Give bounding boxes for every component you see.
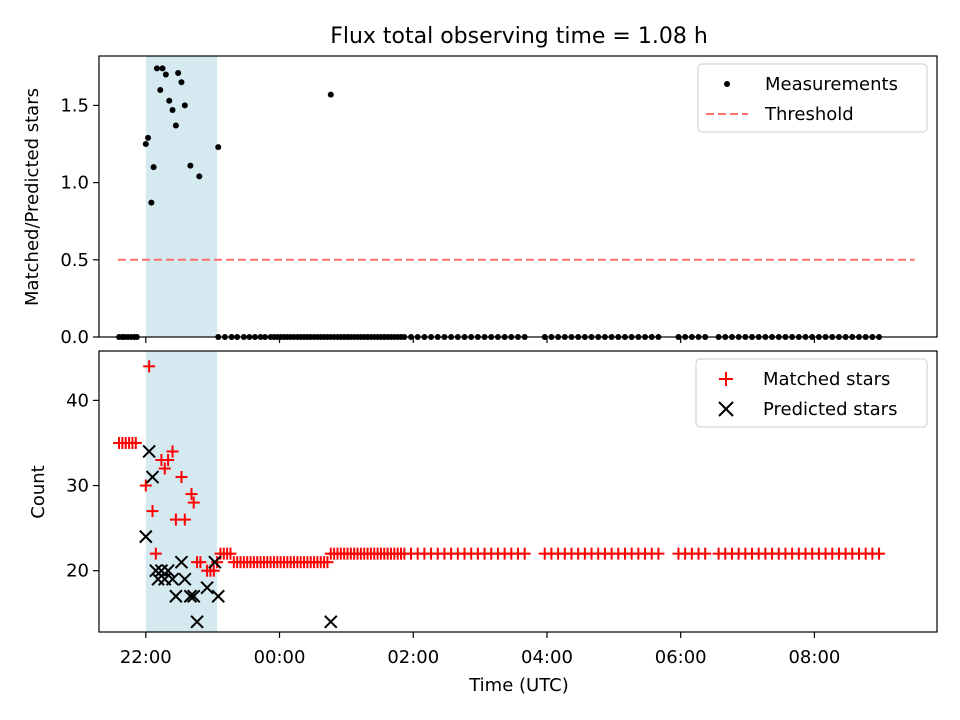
x-tick-label: 02:00 bbox=[387, 647, 439, 668]
predicted-star-point bbox=[190, 615, 204, 629]
matched-star-point bbox=[178, 513, 191, 526]
bottom-marks bbox=[113, 360, 886, 629]
measurement-point bbox=[327, 91, 334, 98]
matched-star-point bbox=[518, 547, 531, 560]
predicted-star-point bbox=[211, 589, 225, 603]
measurement-point bbox=[196, 173, 203, 180]
matched-star-point bbox=[149, 547, 162, 560]
y-tick-label: 20 bbox=[66, 561, 89, 582]
measurement-point bbox=[150, 164, 157, 171]
y-tick-label: 30 bbox=[66, 476, 89, 497]
measurement-point bbox=[178, 79, 185, 86]
x-tick-label: 04:00 bbox=[521, 647, 573, 668]
top-y-ticks: 0.0 0.5 1.0 1.5 bbox=[60, 95, 99, 348]
top-x-ticks bbox=[145, 337, 816, 343]
predicted-star-point bbox=[174, 555, 189, 569]
bottom-legend-box bbox=[695, 358, 928, 428]
y-tick-label: 0.5 bbox=[60, 250, 89, 271]
bottom-y-ticks: 20 30 40 bbox=[66, 390, 99, 582]
matched-star-point bbox=[129, 436, 142, 449]
measurement-point bbox=[175, 69, 182, 76]
top-panel: 0.0 0.5 1.0 1.5 Matched/Predicted stars Mea… bbox=[22, 55, 938, 348]
measurement-point bbox=[162, 71, 169, 78]
matched-star-point bbox=[321, 556, 334, 569]
bottom-y-axis-label: Count bbox=[28, 465, 49, 518]
matched-star-point bbox=[139, 479, 152, 492]
legend-predicted-marker bbox=[718, 401, 734, 417]
legend-predicted-label: Predicted stars bbox=[763, 399, 897, 420]
bottom-x-ticks: 22:00 00:00 02:00 04:00 06:00 08:00 bbox=[120, 632, 840, 668]
top-y-axis-label: Matched/Predicted stars bbox=[22, 88, 43, 306]
matched-star-point bbox=[175, 471, 188, 484]
measurement-point bbox=[145, 134, 152, 141]
legend-matched-label: Matched stars bbox=[763, 369, 890, 390]
matched-star-point bbox=[652, 547, 665, 560]
x-tick-label: 22:00 bbox=[120, 647, 172, 668]
bottom-panel: 20 30 40 22:00 00:00 02:00 04:00 06:00 08:00 Co… bbox=[28, 350, 938, 696]
predicted-star-point bbox=[161, 563, 175, 578]
matched-star-point bbox=[873, 547, 886, 560]
measurement-point bbox=[166, 97, 173, 104]
legend-measurements-label: Measurements bbox=[765, 74, 898, 95]
measurement-point bbox=[153, 65, 160, 72]
predicted-star-point bbox=[139, 529, 153, 544]
predicted-star-point bbox=[183, 589, 198, 603]
matched-star-point bbox=[158, 462, 171, 475]
predicted-star-point bbox=[145, 470, 160, 484]
predicted-star-point bbox=[178, 572, 192, 586]
measurement-point bbox=[159, 65, 166, 72]
legend-matched-marker bbox=[719, 372, 733, 386]
measurement-point bbox=[215, 144, 222, 151]
top-legend: Measurements Threshold bbox=[697, 63, 928, 133]
top-legend-box bbox=[697, 63, 928, 133]
legend-measurements-marker bbox=[724, 81, 730, 87]
measurement-point bbox=[181, 102, 188, 109]
measurement-point bbox=[187, 162, 194, 169]
measurement-point bbox=[142, 141, 149, 148]
matched-star-point bbox=[185, 488, 198, 501]
x-tick-label: 08:00 bbox=[788, 647, 840, 668]
matched-star-point bbox=[143, 360, 156, 373]
matched-star-point bbox=[146, 505, 159, 518]
predicted-star-point bbox=[324, 615, 338, 629]
legend-threshold-label: Threshold bbox=[764, 104, 854, 125]
x-tick-label: 06:00 bbox=[655, 647, 707, 668]
predicted-star-point bbox=[208, 555, 222, 569]
matched-star-point bbox=[162, 453, 175, 466]
measurement-point bbox=[148, 199, 155, 206]
matched-star-point bbox=[211, 556, 224, 569]
highlight-span-top bbox=[145, 56, 218, 337]
matched-star-point bbox=[194, 556, 207, 569]
predicted-star-point bbox=[142, 444, 156, 459]
predicted-star-point bbox=[169, 589, 183, 603]
predicted-star-point bbox=[187, 589, 201, 603]
predicted-star-point bbox=[165, 572, 180, 586]
measurement-point bbox=[169, 107, 176, 114]
y-tick-label: 1.5 bbox=[60, 95, 89, 116]
y-tick-label: 1.0 bbox=[60, 173, 89, 194]
measurement-point bbox=[157, 86, 164, 93]
predicted-star-point bbox=[200, 581, 214, 595]
matched-star-point bbox=[207, 564, 220, 577]
matched-star-point bbox=[224, 547, 237, 560]
matched-star-point bbox=[166, 445, 179, 458]
y-tick-label: 0.0 bbox=[60, 327, 89, 348]
x-axis-label: Time (UTC) bbox=[468, 675, 569, 696]
chart-title: Flux total observing time = 1.08 h bbox=[330, 24, 708, 49]
matched-star-point bbox=[187, 496, 200, 509]
bottom-legend: Matched stars Predicted stars bbox=[695, 358, 928, 428]
matched-star-point bbox=[699, 547, 712, 560]
measurement-point bbox=[172, 122, 179, 129]
top-plot-frame bbox=[98, 55, 938, 338]
y-tick-label: 40 bbox=[66, 390, 89, 411]
x-tick-label: 00:00 bbox=[254, 647, 306, 668]
bottom-plot-frame bbox=[98, 350, 938, 633]
